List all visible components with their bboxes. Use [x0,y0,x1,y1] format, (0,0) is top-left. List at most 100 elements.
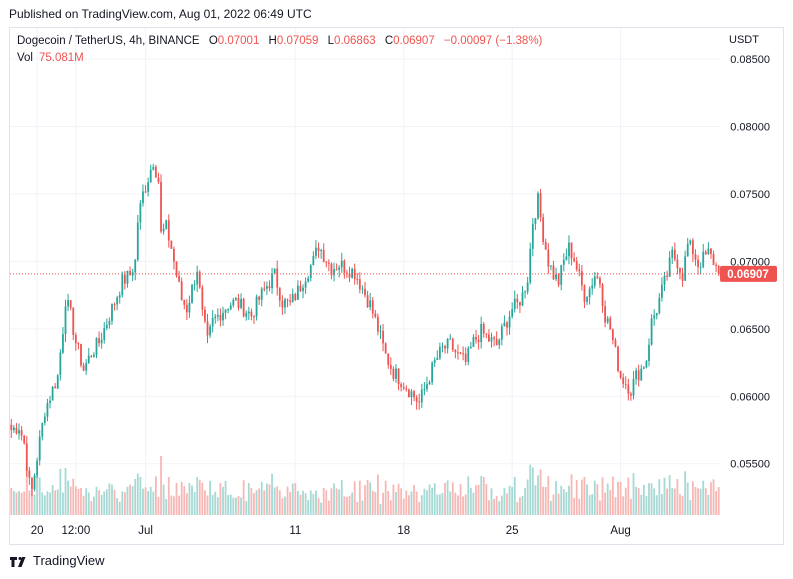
volume-bar [374,491,377,515]
volume-bar [578,498,581,515]
volume-bar [286,486,289,515]
candle-body [15,427,18,434]
candle-body [273,268,276,274]
volume-bar [549,500,552,515]
volume-legend[interactable]: Vol 75.081M [17,52,84,64]
candle-body [457,352,459,354]
volume-bar [85,488,88,515]
y-tick-label: 0.07500 [730,189,770,201]
volume-bar [307,500,310,515]
volume-bar [118,501,121,515]
volume-bar [335,488,338,515]
volume-bar [482,476,485,515]
candle-body [568,242,570,257]
chart-frame[interactable] [9,27,784,545]
volume-bar [366,479,369,515]
candle-body [167,220,170,241]
volume-bar [317,498,320,515]
footer-brand[interactable]: TradingView [10,553,105,568]
candle-body [93,354,95,357]
candle-body [537,193,539,219]
candle-body [276,268,279,288]
volume-bar [209,480,211,515]
time-axis: 20 12:00 Jul 11 18 25 Aug [31,525,631,537]
volume-bar [609,489,612,515]
candle-body [72,307,75,335]
candle-body [614,340,617,347]
footer-brand-label: TradingView [33,553,105,568]
volume-bar [583,476,586,515]
volume-bar [131,486,134,515]
volume-bar [28,490,31,515]
candle-body [418,401,421,403]
volume-bar [537,475,539,515]
candle-body [240,298,242,308]
candle-body [209,326,211,336]
volume-bar [433,483,436,515]
volume-bar [271,473,273,515]
volume-bar [606,483,609,515]
volume-bar [204,490,206,515]
candle-body [100,339,103,344]
volume-bar [668,475,671,515]
candle-body [632,379,635,396]
candle-body [111,304,113,321]
candle-body [658,297,661,313]
candle-body [617,346,619,371]
volume-bar [415,491,418,515]
volume-bar [255,490,258,515]
volume-bar [278,490,281,515]
volume-bar [160,456,162,515]
volume-bar [637,487,640,515]
candle-body [263,288,266,290]
candle-body [369,300,372,308]
candle-body [513,298,516,310]
volume-bar [247,483,250,515]
volume-bar [235,497,237,515]
candle-body [196,271,199,285]
ohlc-legend[interactable]: Dogecoin / TetherUS, 4h, BINANCE O0.0700… [17,35,542,47]
volume-bar [111,484,113,515]
volume-bar [562,489,565,515]
x-tick-label: 12:00 [61,525,90,537]
volume-bar [371,490,374,515]
symbol-title[interactable]: Dogecoin / TetherUS, 4h, BINANCE [17,35,200,47]
candles [10,163,720,497]
volume-bar [519,497,521,515]
published-note: Published on TradingView.com, Aug 01, 20… [9,7,312,21]
volume-bar [93,496,95,515]
volume-bar [661,494,663,515]
candle-body [694,254,697,260]
candle-body [555,274,557,280]
volume-bar [227,495,230,515]
candle-body [291,294,294,302]
volume-bar [568,485,570,515]
volume-bar [547,476,550,515]
volume-bar [392,484,395,515]
candle-body [245,313,248,317]
volume-bar [211,494,214,515]
volume-bar [191,485,193,515]
volume-bar [503,487,506,515]
candle-body [562,259,565,265]
volume-bar [480,476,483,515]
volume-bar [694,486,697,515]
volume-bar [126,486,129,515]
volume-bar [591,494,594,515]
candle-body [650,318,653,345]
candle-body [142,191,144,204]
volume-bar [136,473,139,515]
candle-body [557,274,560,285]
candle-body [12,427,15,431]
volume-bar [369,482,372,515]
candle-body [653,315,656,319]
candle-body [41,422,44,437]
candle-body [206,321,209,336]
volume-value: 75.081M [39,52,84,64]
price-axis: 0.08500 0.08000 0.07500 0.07000 0.06500 0.060… [730,54,770,471]
currency-label: USDT [729,34,759,46]
candle-body [648,344,650,362]
volume-bar [232,497,235,515]
candle-body [467,347,470,362]
